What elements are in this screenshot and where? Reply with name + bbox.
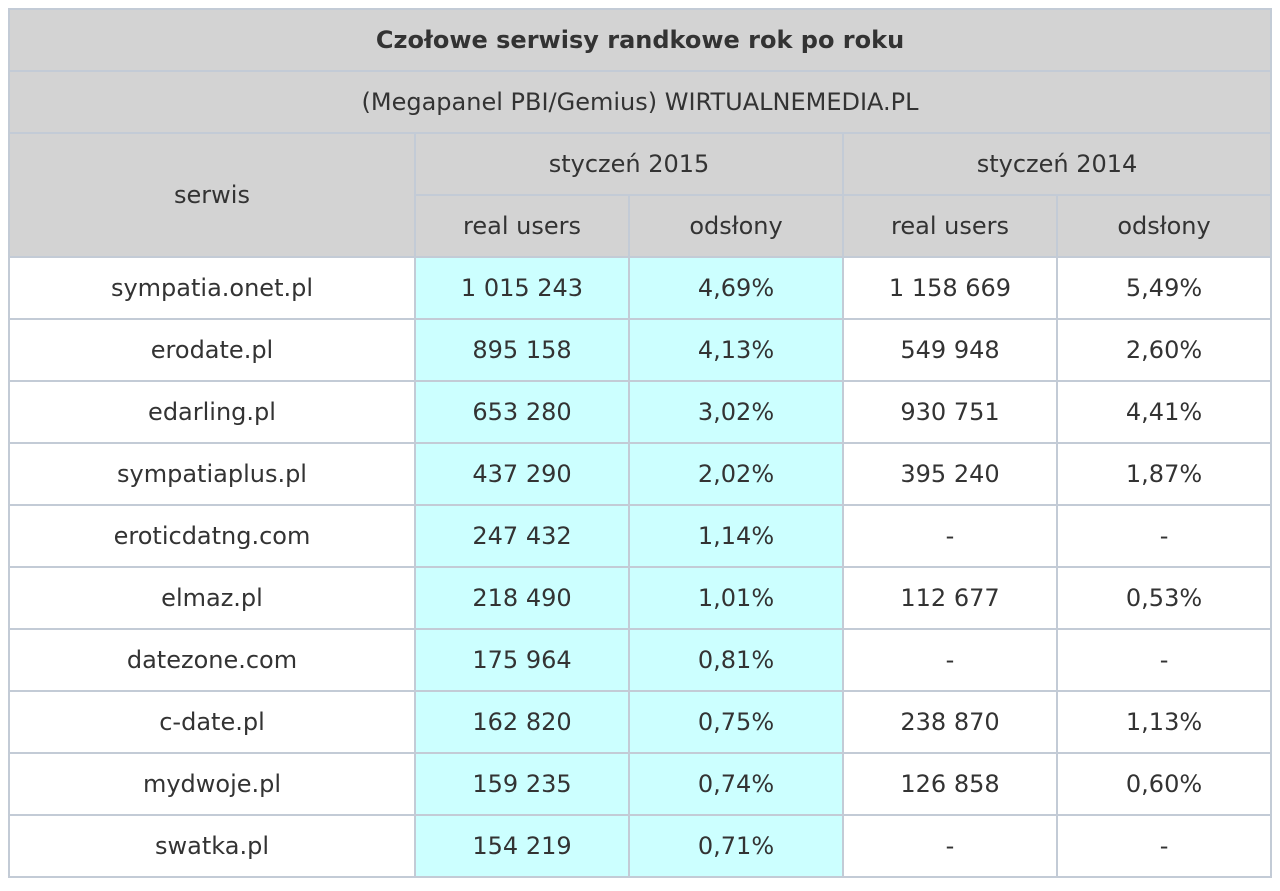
- table-row: swatka.pl 154 219 0,71% - -: [8, 814, 1273, 878]
- service-column-header: serwis: [8, 132, 416, 258]
- odslony-2015-cell: 0,81%: [628, 628, 844, 692]
- table-row: datezone.com 175 964 0,81% - -: [8, 628, 1273, 692]
- metric-header-2014-odslony: odsłony: [1055, 194, 1273, 258]
- real-users-2015-cell: 154 219: [414, 814, 630, 878]
- table-row: eroticdatng.com 247 432 1,14% - -: [8, 504, 1273, 568]
- odslony-2015-cell: 3,02%: [628, 380, 844, 444]
- ranking-table-container: Czołowe serwisy randkowe rok po roku (Me…: [7, 8, 1273, 884]
- odslony-2014-cell: 5,49%: [1055, 256, 1273, 320]
- odslony-2014-cell: -: [1055, 814, 1273, 878]
- table-row: elmaz.pl 218 490 1,01% 112 677 0,53%: [8, 566, 1273, 630]
- service-name-cell: sympatiaplus.pl: [8, 442, 416, 506]
- odslony-2014-cell: 1,87%: [1055, 442, 1273, 506]
- table-row: erodate.pl 895 158 4,13% 549 948 2,60%: [8, 318, 1273, 382]
- real-users-2015-cell: 653 280: [414, 380, 630, 444]
- table-title: Czołowe serwisy randkowe rok po roku: [7, 8, 1273, 72]
- real-users-2014-cell: -: [842, 814, 1058, 878]
- real-users-2015-cell: 175 964: [414, 628, 630, 692]
- real-users-2014-cell: -: [842, 628, 1058, 692]
- service-name-cell: elmaz.pl: [8, 566, 416, 630]
- table-row: sympatia.onet.pl 1 015 243 4,69% 1 158 6…: [8, 256, 1273, 320]
- real-users-2015-cell: 162 820: [414, 690, 630, 754]
- ranking-table: Czołowe serwisy randkowe rok po roku (Me…: [7, 8, 1273, 878]
- real-users-2015-cell: 437 290: [414, 442, 630, 506]
- real-users-2015-cell: 247 432: [414, 504, 630, 568]
- metric-header-2015-real-users: real users: [414, 194, 630, 258]
- service-name-cell: edarling.pl: [8, 380, 416, 444]
- metric-header-2015-odslony: odsłony: [628, 194, 844, 258]
- real-users-2014-cell: 126 858: [842, 752, 1058, 816]
- service-name-cell: datezone.com: [8, 628, 416, 692]
- real-users-2014-cell: 549 948: [842, 318, 1058, 382]
- service-name-cell: swatka.pl: [8, 814, 416, 878]
- service-name-cell: c-date.pl: [8, 690, 416, 754]
- odslony-2015-cell: 4,69%: [628, 256, 844, 320]
- real-users-2014-cell: 112 677: [842, 566, 1058, 630]
- odslony-2015-cell: 4,13%: [628, 318, 844, 382]
- table-row: edarling.pl 653 280 3,02% 930 751 4,41%: [8, 380, 1273, 444]
- real-users-2014-cell: 238 870: [842, 690, 1058, 754]
- odslony-2014-cell: 0,60%: [1055, 752, 1273, 816]
- odslony-2014-cell: -: [1055, 628, 1273, 692]
- odslony-2014-cell: 0,53%: [1055, 566, 1273, 630]
- odslony-2015-cell: 1,01%: [628, 566, 844, 630]
- real-users-2015-cell: 218 490: [414, 566, 630, 630]
- table-row: sympatiaplus.pl 437 290 2,02% 395 240 1,…: [8, 442, 1273, 506]
- odslony-2015-cell: 0,75%: [628, 690, 844, 754]
- real-users-2015-cell: 159 235: [414, 752, 630, 816]
- odslony-2015-cell: 0,74%: [628, 752, 844, 816]
- odslony-2014-cell: 2,60%: [1055, 318, 1273, 382]
- real-users-2014-cell: 395 240: [842, 442, 1058, 506]
- metric-header-2014-real-users: real users: [842, 194, 1058, 258]
- table-row: mydwoje.pl 159 235 0,74% 126 858 0,60%: [8, 752, 1273, 816]
- real-users-2014-cell: 930 751: [842, 380, 1058, 444]
- odslony-2014-cell: 4,41%: [1055, 380, 1273, 444]
- odslony-2015-cell: 0,71%: [628, 814, 844, 878]
- service-name-cell: sympatia.onet.pl: [8, 256, 416, 320]
- service-name-cell: eroticdatng.com: [8, 504, 416, 568]
- odslony-2014-cell: -: [1055, 504, 1273, 568]
- service-name-cell: erodate.pl: [8, 318, 416, 382]
- odslony-2015-cell: 2,02%: [628, 442, 844, 506]
- real-users-2014-cell: -: [842, 504, 1058, 568]
- odslony-2015-cell: 1,14%: [628, 504, 844, 568]
- service-name-cell: mydwoje.pl: [8, 752, 416, 816]
- odslony-2014-cell: 1,13%: [1055, 690, 1273, 754]
- period-header-2015: styczeń 2015: [414, 132, 844, 196]
- real-users-2015-cell: 895 158: [414, 318, 630, 382]
- real-users-2014-cell: 1 158 669: [842, 256, 1058, 320]
- table-row: c-date.pl 162 820 0,75% 238 870 1,13%: [8, 690, 1273, 754]
- real-users-2015-cell: 1 015 243: [414, 256, 630, 320]
- period-header-2014: styczeń 2014: [841, 132, 1273, 196]
- table-subtitle: (Megapanel PBI/Gemius) WIRTUALNEMEDIA.PL: [7, 70, 1273, 134]
